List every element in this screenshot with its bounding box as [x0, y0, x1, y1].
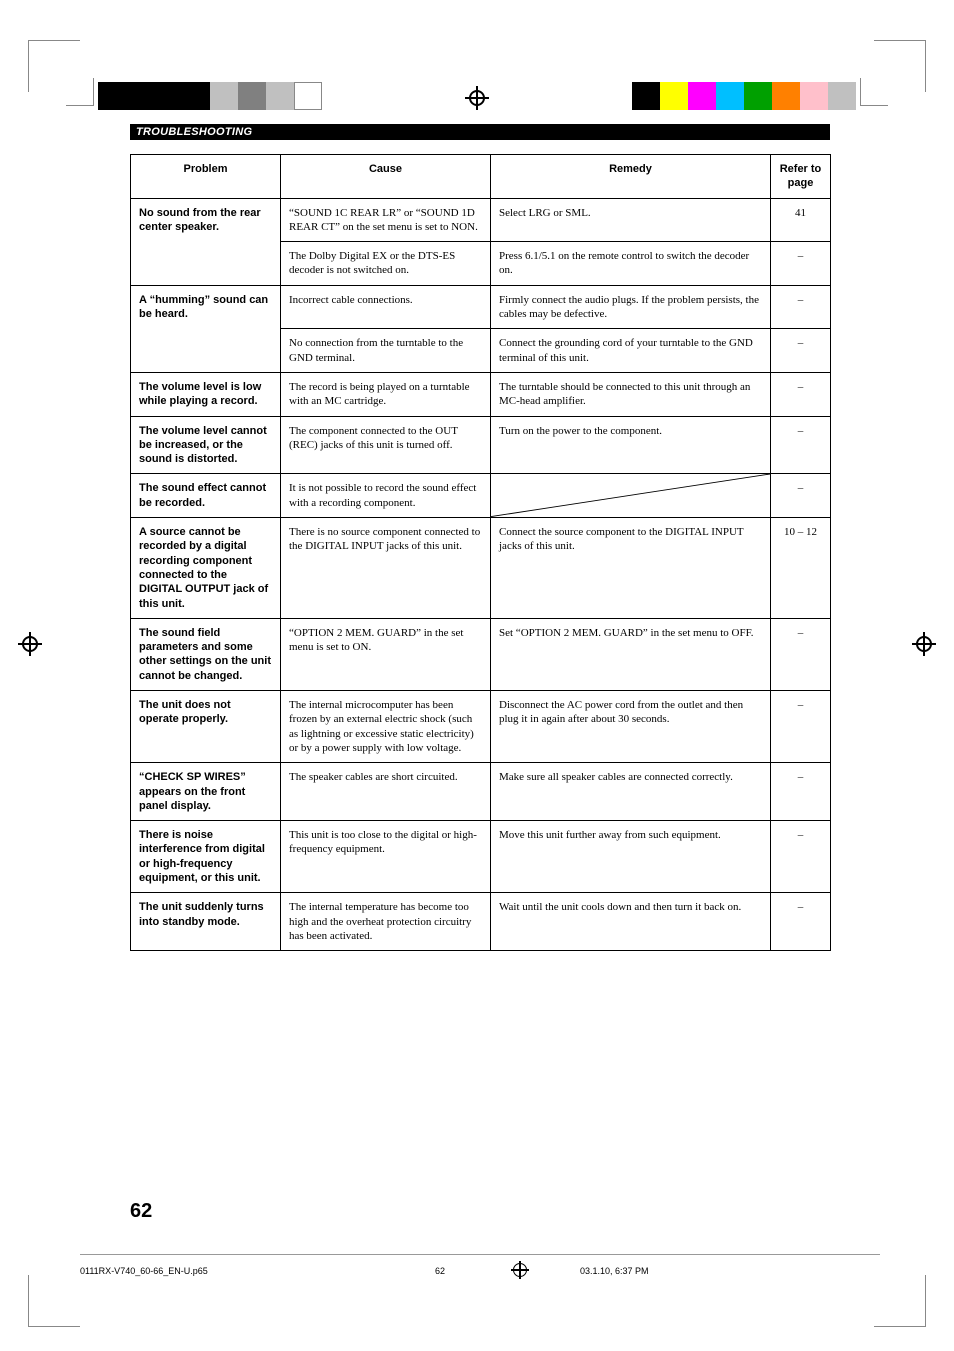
cell-ref: –	[771, 691, 831, 763]
cell-remedy: Move this unit further away from such eq…	[491, 821, 771, 893]
cell-ref: –	[771, 372, 831, 416]
col-ref: Refer to page	[771, 155, 831, 199]
table-row: The unit does not operate properly.The i…	[131, 691, 831, 763]
registration-mark-top	[465, 86, 489, 110]
cell-remedy: Disconnect the AC power cord from the ou…	[491, 691, 771, 763]
color-swatch	[828, 82, 856, 110]
cell-ref: –	[771, 242, 831, 286]
cell-ref: –	[771, 285, 831, 329]
color-swatch	[154, 82, 182, 110]
color-swatch	[716, 82, 744, 110]
color-bar-right	[632, 82, 856, 110]
cell-cause: It is not possible to record the sound e…	[281, 474, 491, 518]
crop-mark-tl	[28, 40, 80, 92]
cell-ref: 10 – 12	[771, 518, 831, 619]
cell-cause: The internal temperature has become too …	[281, 893, 491, 951]
table-row: A source cannot be recorded by a digital…	[131, 518, 831, 619]
cell-cause: The internal microcomputer has been froz…	[281, 691, 491, 763]
color-swatch	[266, 82, 294, 110]
registration-mark-left	[18, 632, 42, 656]
cell-remedy: The turntable should be connected to thi…	[491, 372, 771, 416]
cell-ref: –	[771, 416, 831, 474]
cell-ref: –	[771, 763, 831, 821]
color-swatch	[182, 82, 210, 110]
color-swatch	[660, 82, 688, 110]
table-row: A “humming” sound can be heard.Incorrect…	[131, 285, 831, 329]
crop-mark-tr	[874, 40, 926, 92]
troubleshooting-table: Problem Cause Remedy Refer to page No so…	[130, 154, 831, 951]
cell-ref: –	[771, 329, 831, 373]
cell-problem: No sound from the rear center speaker.	[131, 198, 281, 285]
cell-problem: The volume level cannot be increased, or…	[131, 416, 281, 474]
cell-problem: A source cannot be recorded by a digital…	[131, 518, 281, 619]
table-row: There is noise interference from digital…	[131, 821, 831, 893]
color-swatch	[98, 82, 126, 110]
page-number: 62	[130, 1200, 152, 1223]
cell-remedy: Turn on the power to the component.	[491, 416, 771, 474]
color-swatch	[632, 82, 660, 110]
col-cause: Cause	[281, 155, 491, 199]
color-swatch	[744, 82, 772, 110]
cell-cause: No connection from the turntable to the …	[281, 329, 491, 373]
cell-cause: “OPTION 2 MEM. GUARD” in the set menu is…	[281, 618, 491, 690]
cell-ref: –	[771, 618, 831, 690]
cell-remedy: Select LRG or SML.	[491, 198, 771, 242]
cell-remedy: Make sure all speaker cables are connect…	[491, 763, 771, 821]
table-header-row: Problem Cause Remedy Refer to page	[131, 155, 831, 199]
cell-problem: A “humming” sound can be heard.	[131, 285, 281, 372]
color-bar-left	[98, 82, 322, 110]
cell-remedy: Set “OPTION 2 MEM. GUARD” in the set men…	[491, 618, 771, 690]
table-row: The volume level is low while playing a …	[131, 372, 831, 416]
color-swatch	[800, 82, 828, 110]
cell-problem: “CHECK SP WIRES” appears on the front pa…	[131, 763, 281, 821]
cell-ref: 41	[771, 198, 831, 242]
table-row: “CHECK SP WIRES” appears on the front pa…	[131, 763, 831, 821]
table-row: No sound from the rear center speaker.“S…	[131, 198, 831, 242]
cell-ref: –	[771, 474, 831, 518]
cell-remedy: Connect the source component to the DIGI…	[491, 518, 771, 619]
color-swatch	[688, 82, 716, 110]
cell-problem: The unit suddenly turns into standby mod…	[131, 893, 281, 951]
cell-problem: There is noise interference from digital…	[131, 821, 281, 893]
registration-mark-right	[912, 632, 936, 656]
col-problem: Problem	[131, 155, 281, 199]
crop-mark-br	[874, 1275, 926, 1327]
table-row: The unit suddenly turns into standby mod…	[131, 893, 831, 951]
cell-remedy: Connect the grounding cord of your turnt…	[491, 329, 771, 373]
color-swatch	[238, 82, 266, 110]
table-body: No sound from the rear center speaker.“S…	[131, 198, 831, 951]
table-row: The sound field parameters and some othe…	[131, 618, 831, 690]
cell-cause: “SOUND 1C REAR LR” or “SOUND 1D REAR CT”…	[281, 198, 491, 242]
cell-problem: The sound field parameters and some othe…	[131, 618, 281, 690]
cell-cause: The component connected to the OUT (REC)…	[281, 416, 491, 474]
color-swatch	[210, 82, 238, 110]
col-remedy: Remedy	[491, 155, 771, 199]
cell-problem: The unit does not operate properly.	[131, 691, 281, 763]
section-header: TROUBLESHOOTING	[130, 124, 830, 140]
cell-remedy: Wait until the unit cools down and then …	[491, 893, 771, 951]
cell-cause: The speaker cables are short circuited.	[281, 763, 491, 821]
page-content: TROUBLESHOOTING Problem Cause Remedy Ref…	[130, 124, 830, 951]
cell-ref: –	[771, 893, 831, 951]
cell-ref: –	[771, 821, 831, 893]
cell-cause: This unit is too close to the digital or…	[281, 821, 491, 893]
crop-mark-bl	[28, 1275, 80, 1327]
cell-cause: The Dolby Digital EX or the DTS-ES decod…	[281, 242, 491, 286]
cell-cause: Incorrect cable connections.	[281, 285, 491, 329]
cell-remedy: Press 6.1/5.1 on the remote control to s…	[491, 242, 771, 286]
color-swatch	[126, 82, 154, 110]
printer-marks-bottom	[0, 1275, 954, 1327]
cell-remedy: Firmly connect the audio plugs. If the p…	[491, 285, 771, 329]
cell-cause: The record is being played on a turntabl…	[281, 372, 491, 416]
printer-marks-top	[0, 40, 954, 100]
color-swatch	[772, 82, 800, 110]
color-swatch	[294, 82, 322, 110]
cell-problem: The sound effect cannot be recorded.	[131, 474, 281, 518]
cell-problem: The volume level is low while playing a …	[131, 372, 281, 416]
cell-remedy	[491, 474, 771, 518]
cell-cause: There is no source component connected t…	[281, 518, 491, 619]
table-row: The volume level cannot be increased, or…	[131, 416, 831, 474]
table-row: The sound effect cannot be recorded.It i…	[131, 474, 831, 518]
